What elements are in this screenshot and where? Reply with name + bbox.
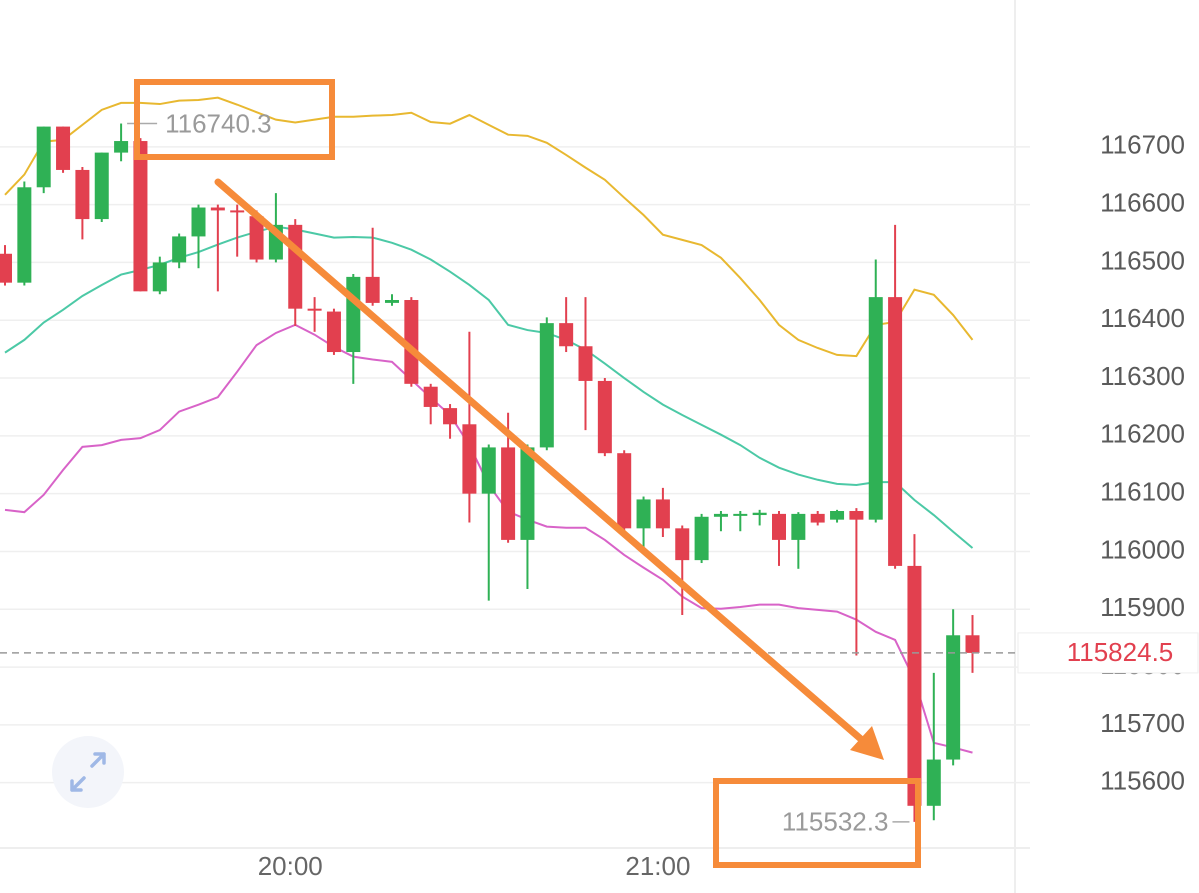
y-tick-label: 116500 <box>1100 245 1185 275</box>
candle-body <box>888 297 903 566</box>
candle-body <box>849 510 864 520</box>
candle-body <box>75 169 90 220</box>
candle-body <box>965 635 980 653</box>
candle-body <box>172 236 187 263</box>
candle-body <box>578 346 593 381</box>
candle-body <box>0 253 12 283</box>
candle-body <box>191 207 206 237</box>
y-tick-label: 116100 <box>1100 477 1185 507</box>
candle-body <box>713 513 728 517</box>
trend-arrow <box>214 178 866 744</box>
y-tick-label: 115600 <box>1100 766 1185 796</box>
y-tick-label: 116200 <box>1100 419 1185 449</box>
expand-icon <box>70 752 106 792</box>
overlays: 116740.3 115532.3 115824.5 <box>0 108 1199 837</box>
highlight-box <box>713 778 921 868</box>
candle-body <box>17 187 32 283</box>
last-price-tag <box>1017 632 1199 674</box>
candle-body <box>946 635 961 760</box>
candle-body <box>288 224 303 309</box>
candle-body <box>559 323 574 347</box>
last-price-label: 115824.5 <box>1067 637 1174 667</box>
x-tick-label: 20:00 <box>258 851 323 881</box>
candle-body <box>597 380 612 454</box>
y-tick-label: 116300 <box>1100 361 1185 391</box>
candle-body <box>385 300 399 303</box>
candle-body <box>636 499 651 529</box>
candle-body <box>404 300 419 384</box>
highlight-box <box>134 79 335 160</box>
candles <box>0 123 980 822</box>
low-label: 115532.3 <box>782 807 889 837</box>
candle-body <box>655 499 670 529</box>
candle-body <box>926 759 941 806</box>
candle-body <box>249 216 264 260</box>
expand-button[interactable] <box>52 736 124 808</box>
candle-body <box>114 141 129 153</box>
candle-body <box>230 210 245 213</box>
candle-body <box>868 297 883 520</box>
candle-body <box>481 447 496 494</box>
candle-body <box>501 447 516 540</box>
candle-body <box>907 565 922 806</box>
candle-body <box>810 513 825 523</box>
x-tick-label: 21:00 <box>625 851 690 881</box>
candle-body <box>346 276 361 353</box>
candle-body <box>326 311 341 353</box>
y-tick-label: 116600 <box>1100 188 1185 218</box>
candle-body <box>365 276 380 303</box>
candle-body <box>210 207 225 211</box>
candle-body <box>56 126 71 170</box>
arrow-head <box>850 726 884 760</box>
candle-body <box>133 141 148 292</box>
candle-body <box>307 308 322 311</box>
bands <box>4 96 974 754</box>
candle-body <box>694 516 709 561</box>
y-tick-label: 116000 <box>1100 534 1185 564</box>
y-tick-label: 115700 <box>1100 708 1185 738</box>
candle-body <box>791 513 806 540</box>
candle-body <box>443 408 458 425</box>
candle-body <box>423 386 438 407</box>
y-tick-label: 116400 <box>1100 303 1185 333</box>
candle-body <box>752 512 767 516</box>
candle-body <box>152 262 167 292</box>
candle-body <box>520 447 535 540</box>
candle-body <box>830 510 845 520</box>
candle-body <box>539 323 554 448</box>
candle-body <box>36 126 51 188</box>
band-line <box>4 225 974 549</box>
candle-body <box>733 513 748 516</box>
candle-body <box>617 453 632 529</box>
high-label: 116740.3 <box>165 108 272 138</box>
candle-body <box>94 152 109 220</box>
button-bg <box>52 736 124 808</box>
candle-body <box>462 424 477 494</box>
candle-body <box>772 513 786 540</box>
candle-body <box>675 528 690 561</box>
band-line <box>4 96 974 358</box>
y-tick-label: 115900 <box>1100 592 1185 622</box>
y-tick-label: 116700 <box>1100 130 1185 160</box>
